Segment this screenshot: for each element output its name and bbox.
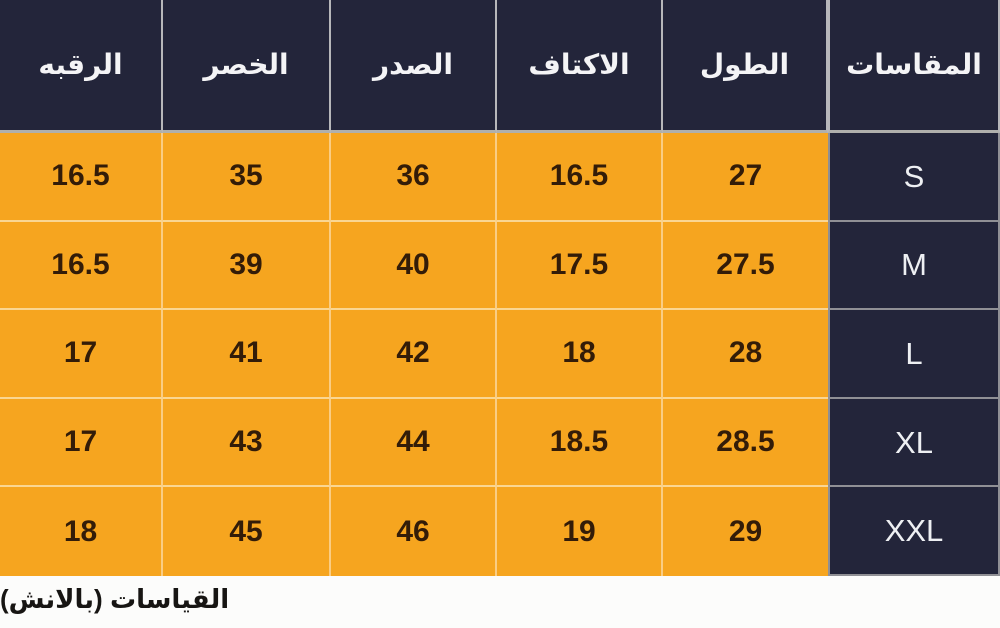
cell-m-size: M — [828, 221, 1000, 311]
cell-xxl-length: 29 — [663, 487, 828, 576]
size-chart-table: الرقبه الخصر الصدر الاكتاف الطول المقاسا… — [0, 0, 1000, 576]
cell-l-neck: 17 — [0, 310, 163, 399]
cell-m-length: 27.5 — [663, 221, 828, 311]
cell-xl-length: 28.5 — [663, 398, 828, 488]
cell-m-neck: 16.5 — [0, 221, 163, 311]
cell-xxl-neck: 18 — [0, 487, 163, 576]
cell-m-shoulders: 17.5 — [497, 221, 663, 311]
cell-m-chest: 40 — [331, 221, 497, 311]
cell-s-length: 27 — [663, 133, 828, 222]
cell-xl-chest: 44 — [331, 398, 497, 488]
cell-s-chest: 36 — [331, 133, 497, 222]
cell-s-waist: 35 — [163, 133, 331, 222]
cell-s-neck: 16.5 — [0, 133, 163, 222]
column-header-sizes: المقاسات — [828, 0, 1000, 133]
column-header-shoulders: الاكتاف — [497, 0, 663, 133]
cell-l-shoulders: 18 — [497, 310, 663, 399]
cell-m-waist: 39 — [163, 221, 331, 311]
cell-l-chest: 42 — [331, 310, 497, 399]
cell-l-size: L — [828, 310, 1000, 399]
cell-xl-neck: 17 — [0, 398, 163, 488]
column-header-neck: الرقبه — [0, 0, 163, 133]
cell-xl-size: XL — [828, 398, 1000, 488]
cell-s-size: S — [828, 133, 1000, 222]
cell-xxl-shoulders: 19 — [497, 487, 663, 576]
cell-xl-shoulders: 18.5 — [497, 398, 663, 488]
table-caption: القياسات (بالانش) — [0, 576, 1000, 628]
column-header-length: الطول — [663, 0, 828, 133]
cell-xl-waist: 43 — [163, 398, 331, 488]
cell-l-length: 28 — [663, 310, 828, 399]
cell-xxl-chest: 46 — [331, 487, 497, 576]
column-header-chest: الصدر — [331, 0, 497, 133]
cell-xxl-waist: 45 — [163, 487, 331, 576]
cell-s-shoulders: 16.5 — [497, 133, 663, 222]
column-header-waist: الخصر — [163, 0, 331, 133]
cell-xxl-size: XXL — [828, 487, 1000, 576]
cell-l-waist: 41 — [163, 310, 331, 399]
